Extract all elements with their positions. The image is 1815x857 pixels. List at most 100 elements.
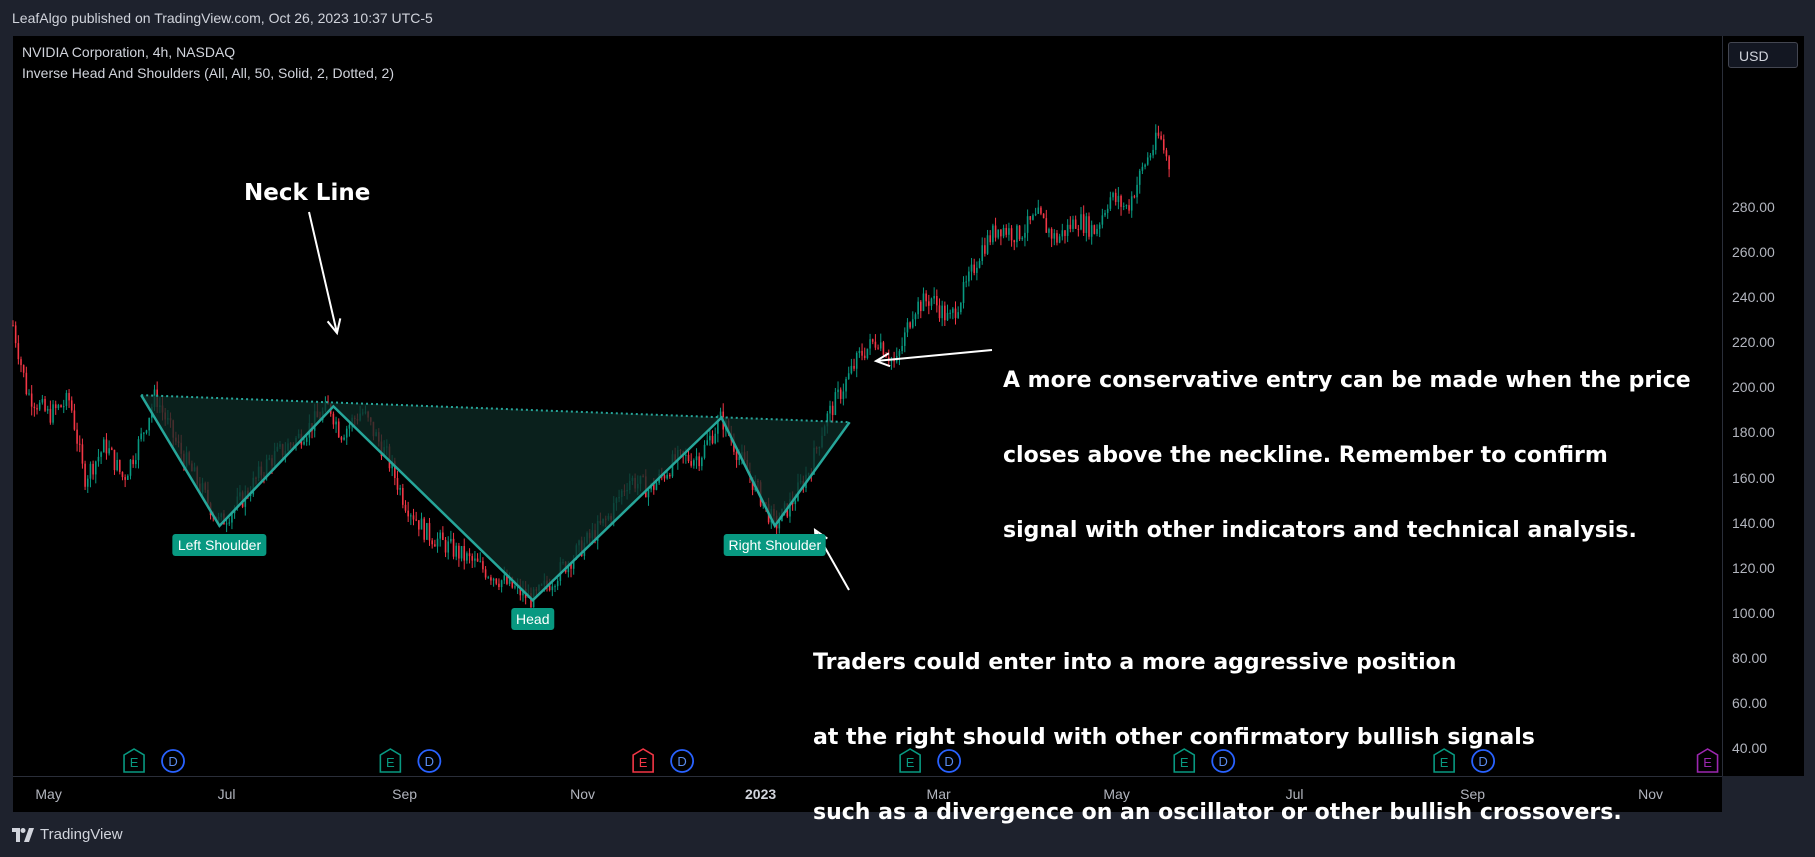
candle-body (1120, 195, 1122, 207)
earnings-event-marker[interactable]: E (1173, 748, 1196, 773)
candle-body (1048, 228, 1050, 233)
dividend-event-marker[interactable]: D (1471, 749, 1496, 773)
candle-body (1162, 139, 1165, 151)
candle-body (108, 448, 110, 454)
candle-body (20, 359, 22, 366)
candle-body (941, 305, 943, 319)
publisher-text: LeafAlgo published on TradingView.com, O… (12, 10, 433, 26)
publish-header: LeafAlgo published on TradingView.com, O… (0, 0, 1815, 36)
candle-body (863, 355, 866, 359)
candle-body (54, 404, 57, 409)
candle-body (33, 406, 36, 409)
candle-body (1064, 230, 1066, 236)
candle-body (303, 441, 305, 445)
candle-body (1010, 228, 1013, 241)
earnings-event-marker[interactable]: E (123, 748, 145, 773)
candle-body (1080, 214, 1082, 230)
pattern-line (140, 394, 851, 602)
price-axis[interactable] (1722, 36, 1804, 776)
candle-body (960, 302, 962, 313)
candle-body (94, 461, 97, 475)
candle-body (418, 520, 420, 530)
candle-body (1128, 205, 1130, 211)
price-tick-label: 180.00 (1732, 424, 1775, 441)
dividend-event-marker[interactable]: D (670, 749, 695, 773)
aggressive-line-2: at the right should with other confirmat… (813, 725, 1535, 750)
price-tick-label: 140.00 (1732, 514, 1775, 531)
time-tick-label: May (35, 786, 62, 802)
dividend-event-marker[interactable]: D (937, 749, 962, 773)
price-tick-label: 280.00 (1732, 199, 1775, 216)
candle-body (866, 348, 869, 359)
candle-body (1072, 219, 1074, 229)
earnings-event-marker[interactable]: E (1433, 748, 1455, 773)
candle-body (653, 483, 655, 490)
candle-body (930, 298, 933, 306)
price-tick-label: 100.00 (1732, 604, 1775, 621)
candle-body (492, 578, 495, 581)
candle-body (879, 342, 882, 349)
candle-body (530, 593, 532, 608)
candle-body (837, 389, 839, 393)
candle-body (1032, 215, 1034, 220)
candle-body (110, 448, 113, 450)
candle-body (917, 301, 919, 315)
candle-body (1034, 213, 1037, 216)
price-tick-label: 200.00 (1732, 379, 1775, 396)
candle-body (121, 471, 124, 478)
candle-body (396, 478, 399, 490)
earnings-event-marker[interactable]: E (632, 748, 654, 773)
dividend-label: D (425, 754, 434, 769)
candle-body (909, 322, 911, 328)
candle-body (1061, 230, 1064, 237)
candle-body (855, 353, 858, 369)
time-tick-label: Nov (570, 786, 596, 802)
candle-body (709, 435, 711, 441)
neck-line-annotation: Neck Line (244, 180, 371, 206)
time-tick-label: Jul (217, 786, 236, 802)
time-axis[interactable] (13, 776, 1722, 812)
indicator-legend[interactable]: Inverse Head And Shoulders (All, All, 50… (22, 65, 394, 81)
candle-body (1138, 170, 1141, 185)
candle-body (1008, 228, 1010, 235)
candle-body (738, 456, 741, 461)
candle-body (476, 558, 479, 562)
candle-body (711, 435, 714, 444)
candle-body (1029, 216, 1032, 220)
earnings-label: E (130, 755, 139, 770)
earnings-event-marker[interactable]: E (1696, 748, 1719, 773)
currency-button[interactable]: USD (1728, 42, 1798, 68)
candle-body (839, 389, 842, 399)
earnings-event-marker[interactable]: E (899, 748, 921, 773)
tradingview-brand[interactable]: TradingView (12, 826, 123, 843)
dividend-event-marker[interactable]: D (161, 749, 185, 773)
time-tick-label: Sep (392, 786, 418, 802)
earnings-event-marker[interactable]: E (379, 748, 402, 773)
candle-body (914, 314, 917, 320)
dividend-event-marker[interactable]: D (1211, 749, 1236, 773)
aggressive-line-1: Traders could enter into a more aggressi… (813, 650, 1457, 675)
candle-body (305, 437, 308, 442)
candle-body (420, 518, 423, 530)
candle-body (1157, 132, 1160, 136)
candle-body (1104, 212, 1106, 216)
candle-body (845, 378, 847, 392)
candle-body (514, 586, 516, 588)
candle-body (511, 577, 514, 588)
candle-body (447, 541, 450, 553)
dividend-label: D (944, 754, 953, 769)
candle-body (36, 408, 38, 410)
candle-body (1000, 229, 1002, 237)
candle-body (428, 523, 431, 541)
candle-body (225, 523, 228, 525)
aggressive-line-3: such as a divergence on an oscillator or… (813, 800, 1622, 825)
candle-body (57, 405, 60, 409)
candle-body (1098, 224, 1101, 229)
tradingview-logo-icon (12, 827, 34, 842)
candle-body (1141, 166, 1144, 171)
candle-body (463, 546, 466, 561)
dividend-event-marker[interactable]: D (417, 749, 442, 773)
time-tick-label: 2023 (745, 786, 777, 802)
symbol-legend[interactable]: NVIDIA Corporation, 4h, NASDAQ (22, 44, 236, 60)
candle-body (415, 519, 417, 521)
